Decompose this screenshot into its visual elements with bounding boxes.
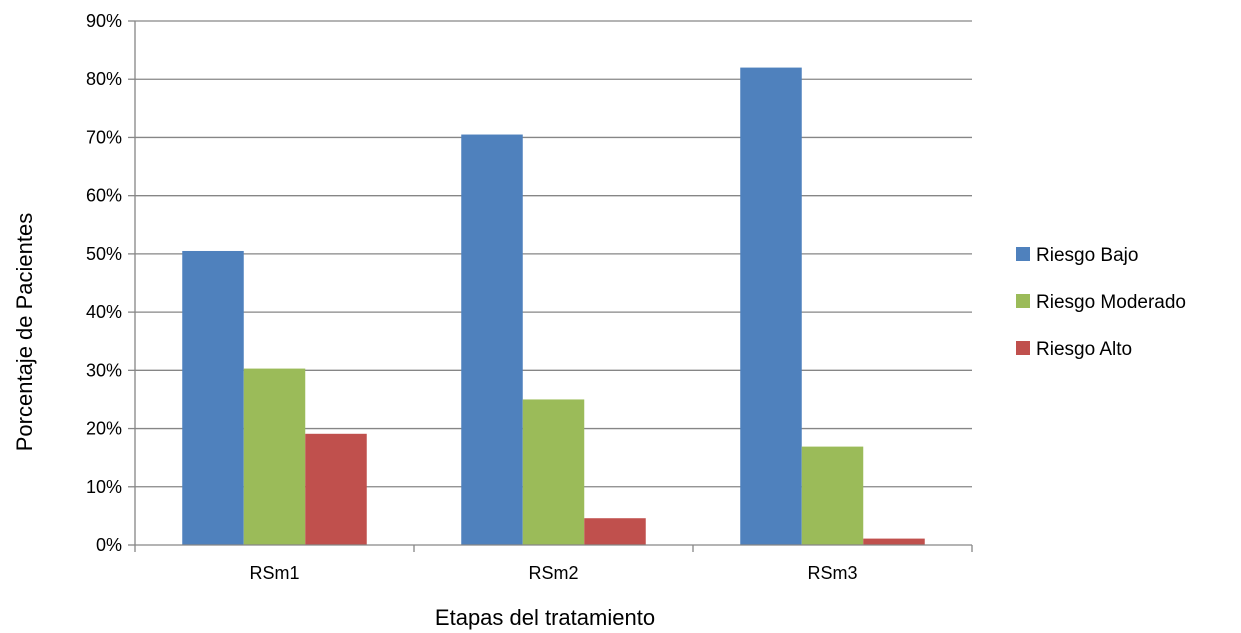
bar-riesgo-bajo-rsm3	[740, 67, 802, 546]
y-tick-label: 60%	[86, 186, 122, 206]
legend-label: Riesgo Moderado	[1036, 292, 1186, 313]
bar-riesgo-moderado-rsm3	[801, 446, 864, 545]
bar-riesgo-alto-rsm3	[863, 538, 925, 545]
y-tick-label: 80%	[86, 69, 122, 89]
x-axis-title: Etapas del tratamiento	[435, 605, 655, 630]
y-tick-label: 0%	[96, 535, 122, 555]
y-tick-label: 40%	[86, 302, 122, 322]
y-tick-label: 10%	[86, 477, 122, 497]
axes	[128, 20, 973, 552]
bars	[182, 67, 925, 546]
legend-label: Riesgo Alto	[1036, 339, 1132, 360]
legend-label: Riesgo Bajo	[1036, 245, 1138, 266]
bar-riesgo-bajo-rsm2	[461, 134, 523, 546]
x-tick-label: RSm1	[249, 563, 299, 583]
y-tick-label: 50%	[86, 244, 122, 264]
bar-riesgo-bajo-rsm1	[182, 250, 244, 545]
y-tick-label: 90%	[86, 11, 122, 31]
legend-swatch	[1016, 341, 1030, 355]
bar-riesgo-alto-rsm2	[584, 518, 646, 545]
y-axis-title: Porcentaje de Pacientes	[12, 213, 37, 452]
bar-riesgo-moderado-rsm2	[522, 399, 585, 545]
x-tick-label: RSm2	[528, 563, 578, 583]
legend-swatch	[1016, 247, 1030, 261]
legend: Riesgo Bajo Riesgo Moderado Riesgo Alto	[1016, 245, 1186, 360]
y-tick-label: 30%	[86, 360, 122, 380]
x-tick-label: RSm3	[807, 563, 857, 583]
bar-riesgo-moderado-rsm1	[243, 368, 306, 545]
y-tick-label: 70%	[86, 127, 122, 147]
bar-riesgo-alto-rsm1	[305, 433, 367, 545]
x-tick-labels: RSm1 RSm2 RSm3	[249, 563, 857, 583]
y-tick-labels: 0% 10% 20% 30% 40% 50% 60% 70% 80% 90%	[86, 11, 122, 555]
legend-swatch	[1016, 294, 1030, 308]
y-tick-label: 20%	[86, 419, 122, 439]
